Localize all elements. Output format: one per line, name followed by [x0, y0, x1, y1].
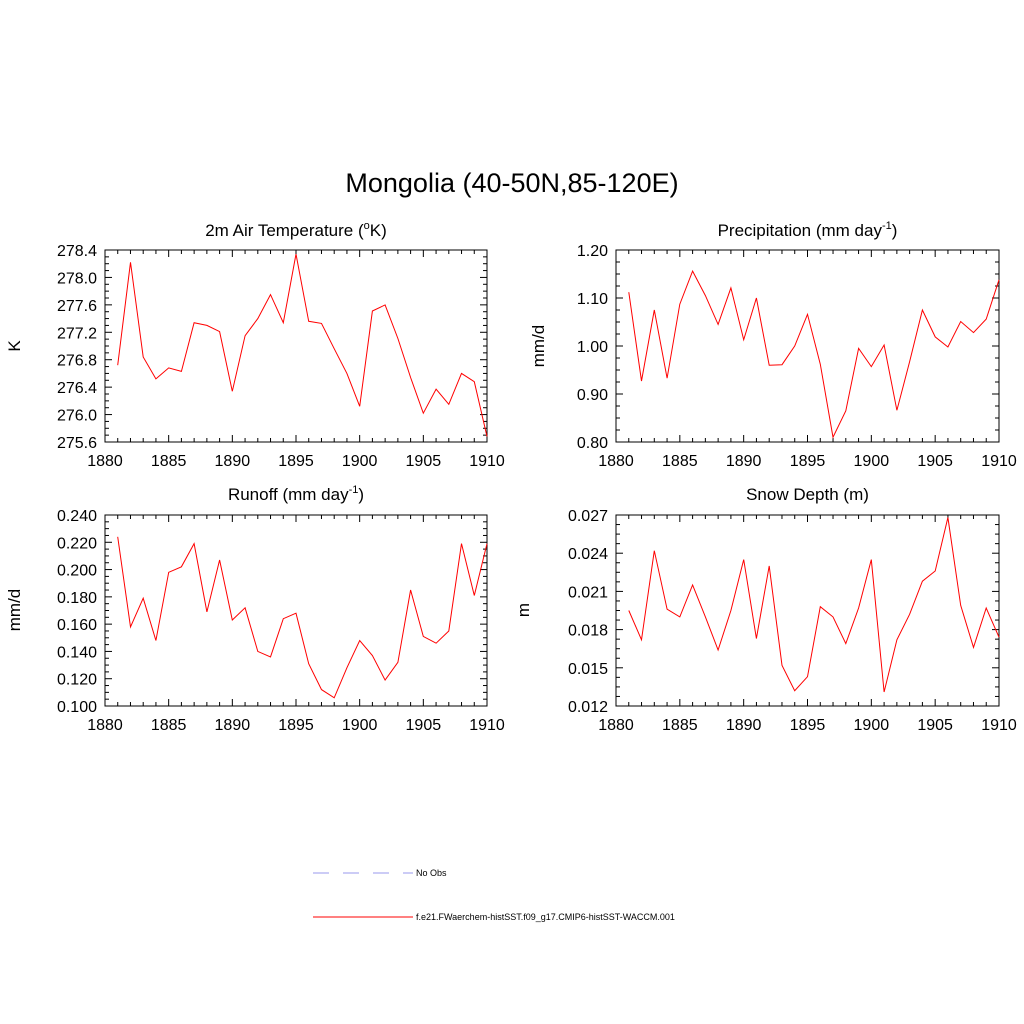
x-tick-label: 1905 [917, 717, 953, 734]
series-line-1 [117, 254, 488, 437]
x-tick-label: 1910 [469, 453, 505, 470]
legend-label-2: f.e21.FWaerchem-histSST.f09_g17.CMIP6-hi… [416, 912, 675, 922]
x-tick-label: 1890 [215, 717, 251, 734]
y-axis-label: mm/d [5, 589, 24, 632]
y-tick-label: 276.0 [57, 408, 97, 425]
panel-title: Precipitation (mm day-1) [718, 220, 898, 240]
x-tick-label: 1885 [662, 717, 698, 734]
y-tick-label: 276.8 [57, 353, 97, 370]
panel-title-text: Snow Depth (m) [746, 485, 869, 504]
panel-title-superscript: -1 [349, 484, 359, 496]
panel-title-text: 2m Air Temperature ( [205, 221, 364, 240]
y-tick-label: 275.6 [57, 435, 97, 452]
series-line-1 [117, 536, 488, 699]
chart-panel-3: Runoff (mm day-1) mm/d 1880 1885 1890 1895 190… [5, 484, 505, 734]
plot-frame [615, 249, 1000, 443]
panel-title: Snow Depth (m) [746, 485, 869, 504]
series-line-1 [628, 269, 1000, 439]
x-tick-label: 1895 [278, 717, 314, 734]
x-tick-label: 1895 [790, 717, 826, 734]
panel-title-superscript: -1 [882, 220, 892, 232]
y-tick-label: 1.10 [577, 291, 608, 308]
y-axis-label: mm/d [529, 325, 548, 368]
y-tick-label: 0.027 [568, 508, 608, 525]
y-tick-label: 0.012 [568, 699, 608, 716]
x-tick-label: 1890 [726, 453, 762, 470]
y-tick-label: 0.220 [57, 535, 97, 552]
x-tick-label: 1895 [278, 453, 314, 470]
x-tick-label: 1885 [151, 453, 187, 470]
x-tick-label: 1900 [854, 453, 890, 470]
panel-title-superscript: o [364, 220, 370, 232]
y-tick-label: 0.160 [57, 617, 97, 634]
plot-frame [104, 249, 488, 443]
x-tick-label: 1880 [87, 717, 123, 734]
x-tick-label: 1900 [342, 717, 378, 734]
y-tick-label: 0.80 [577, 435, 608, 452]
x-tick-label: 1900 [854, 717, 890, 734]
panel-title: 2m Air Temperature (oK) [205, 220, 387, 240]
panel-title-text: Runoff (mm day [228, 485, 349, 504]
x-tick-label: 1890 [215, 453, 251, 470]
x-tick-label: 1910 [981, 453, 1017, 470]
figure-title: Mongolia (40-50N,85-120E) [345, 168, 679, 198]
y-tick-label: 278.0 [57, 270, 97, 287]
y-tick-label: 1.00 [577, 339, 608, 356]
legend-label-1: No Obs [416, 868, 447, 878]
panel-title-text: Precipitation (mm day [718, 221, 883, 240]
y-tick-label: 0.140 [57, 644, 97, 661]
y-tick-label: 0.015 [568, 661, 608, 678]
x-tick-label: 1885 [151, 717, 187, 734]
y-tick-label: 0.021 [568, 584, 608, 601]
y-tick-label: 1.20 [577, 243, 608, 260]
y-axis-label: m [514, 603, 533, 617]
y-tick-label: 278.4 [57, 243, 97, 260]
x-tick-label: 1880 [598, 453, 634, 470]
y-tick-label: 0.180 [57, 590, 97, 607]
x-tick-label: 1910 [981, 717, 1017, 734]
panel-title-end: ) [892, 221, 898, 240]
chart-panel-2: Precipitation (mm day-1) mm/d 1880 1885 1890… [529, 220, 1017, 470]
plot-frame [104, 514, 488, 707]
x-tick-label: 1880 [87, 453, 123, 470]
x-tick-label: 1885 [662, 453, 698, 470]
x-tick-label: 1910 [469, 717, 505, 734]
chart-panel-1: 2m Air Temperature (oK) K 1880 1885 1890 1895… [5, 220, 505, 470]
chart-panel-4: Snow Depth (m) m 1880 1885 1890 1895 1900 1905 1… [514, 485, 1017, 734]
y-tick-label: 0.100 [57, 699, 97, 716]
x-tick-label: 1900 [342, 453, 378, 470]
y-tick-label: 0.120 [57, 672, 97, 689]
x-tick-label: 1880 [598, 717, 634, 734]
legend: No Obs f.e21.FWaerchem-histSST.f09_g17.CM… [313, 868, 675, 922]
y-tick-label: 0.024 [568, 546, 608, 563]
x-tick-label: 1905 [406, 717, 442, 734]
y-tick-label: 277.2 [57, 325, 97, 342]
x-tick-label: 1905 [917, 453, 953, 470]
x-tick-label: 1890 [726, 717, 762, 734]
y-tick-label: 0.018 [568, 623, 608, 640]
y-tick-label: 0.200 [57, 563, 97, 580]
x-tick-label: 1905 [406, 453, 442, 470]
series-line-1 [628, 517, 1000, 693]
y-tick-label: 0.240 [57, 508, 97, 525]
panel-title: Runoff (mm day-1) [228, 484, 364, 504]
y-axis-label: K [5, 340, 24, 352]
x-tick-label: 1895 [790, 453, 826, 470]
y-tick-label: 276.4 [57, 380, 97, 397]
y-tick-label: 277.6 [57, 298, 97, 315]
panel-title-end: K) [370, 221, 387, 240]
panel-title-end: ) [358, 485, 364, 504]
y-tick-label: 0.90 [577, 387, 608, 404]
